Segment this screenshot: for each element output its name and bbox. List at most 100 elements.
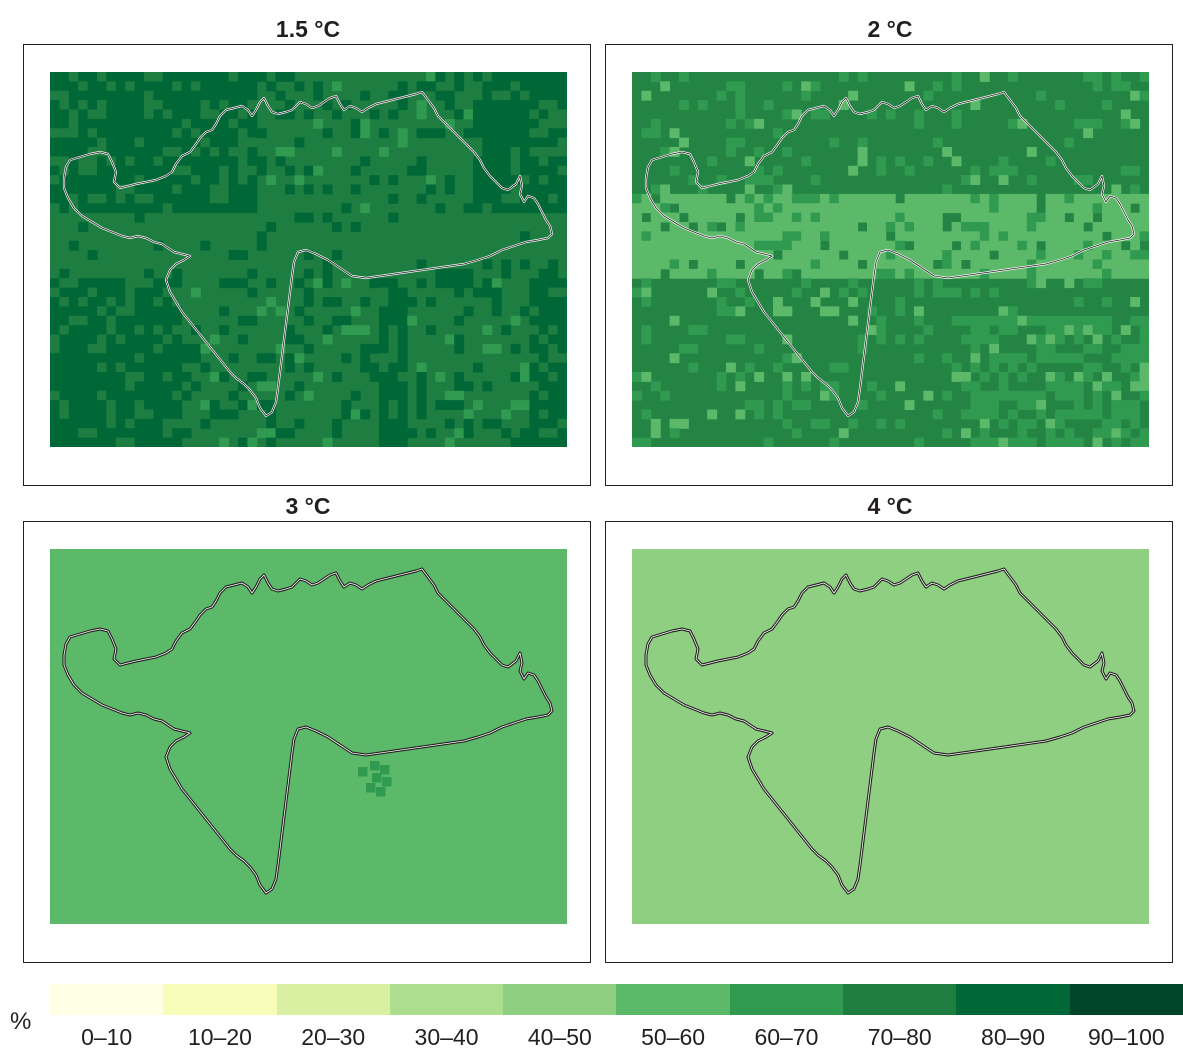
raster-cell xyxy=(360,156,371,167)
raster-cell xyxy=(209,409,220,420)
raster-cell xyxy=(538,372,549,382)
raster-cell xyxy=(660,193,671,204)
raster-cell xyxy=(529,175,540,185)
raster-cell xyxy=(256,128,267,139)
raster-cell xyxy=(810,212,821,223)
raster-cell xyxy=(397,381,408,392)
raster-cell xyxy=(1045,259,1056,270)
raster-cell xyxy=(350,325,361,335)
raster-cell xyxy=(641,287,652,298)
raster-cell xyxy=(848,90,859,101)
raster-cell xyxy=(989,400,1000,410)
raster-cell xyxy=(697,222,708,232)
raster-cell xyxy=(172,175,183,185)
raster-cell xyxy=(501,128,512,139)
raster-cell xyxy=(162,156,173,167)
raster-cell xyxy=(266,175,277,185)
raster-cell xyxy=(59,437,70,447)
raster-cell xyxy=(388,353,399,364)
raster-cell xyxy=(838,240,849,251)
raster-cell xyxy=(810,81,821,92)
raster-cell xyxy=(1017,118,1028,129)
raster-cell xyxy=(857,137,868,148)
raster-cell xyxy=(247,118,258,129)
raster-cell xyxy=(416,156,427,167)
raster-cell xyxy=(87,193,98,204)
raster-cell xyxy=(557,418,567,429)
raster-cell xyxy=(444,100,455,110)
raster-cell xyxy=(294,306,305,317)
raster-cell xyxy=(970,100,981,110)
raster-cell xyxy=(1139,90,1149,101)
raster-cell xyxy=(548,418,559,429)
raster-cell xyxy=(914,278,924,289)
raster-cell xyxy=(360,118,371,129)
raster-cell xyxy=(87,409,98,420)
raster-cell xyxy=(416,372,427,382)
raster-cell xyxy=(200,72,211,82)
raster-cell xyxy=(716,175,727,185)
raster-cell xyxy=(153,381,164,392)
raster-cell xyxy=(801,278,812,289)
raster-cell xyxy=(773,297,783,307)
raster-cell xyxy=(285,428,295,439)
raster-cell xyxy=(416,100,427,110)
raster-cell xyxy=(115,315,126,326)
raster-cell xyxy=(78,222,89,232)
raster-cell xyxy=(134,418,145,429)
raster-cell xyxy=(106,147,117,157)
raster-cell xyxy=(59,278,70,289)
raster-cell xyxy=(219,137,230,148)
raster-cell xyxy=(332,109,342,120)
map-2 xyxy=(632,72,1149,447)
raster-cell xyxy=(1008,165,1018,176)
raster-cell xyxy=(1017,372,1028,382)
raster-cell xyxy=(322,297,333,307)
raster-cell xyxy=(520,175,530,185)
raster-cell xyxy=(810,240,821,251)
raster-cell xyxy=(1055,259,1065,270)
raster-cell xyxy=(1130,353,1141,364)
raster-cell xyxy=(520,128,530,139)
raster-cell xyxy=(68,156,79,167)
raster-cell xyxy=(763,100,774,110)
raster-cell xyxy=(641,222,652,232)
raster-cell xyxy=(848,212,859,223)
raster-cell xyxy=(397,409,408,420)
raster-cell xyxy=(632,231,642,242)
raster-cell xyxy=(669,418,680,429)
raster-cell xyxy=(78,297,89,307)
raster-cell xyxy=(970,390,981,401)
raster-cell xyxy=(557,81,567,92)
raster-cell xyxy=(341,315,352,326)
raster-cell xyxy=(782,231,793,242)
raster-cell xyxy=(115,353,126,364)
raster-cell xyxy=(801,372,812,382)
raster-cell xyxy=(115,325,126,335)
raster-cell xyxy=(763,222,774,232)
raster-cell xyxy=(961,231,971,242)
raster-cell xyxy=(989,212,1000,223)
raster-cell xyxy=(426,72,436,82)
raster-cell xyxy=(782,381,793,392)
raster-cell xyxy=(397,362,408,373)
raster-cell xyxy=(115,203,126,214)
raster-cell xyxy=(697,268,708,279)
raster-cell xyxy=(801,212,812,223)
raster-cell xyxy=(538,278,549,289)
raster-cell xyxy=(1045,334,1056,345)
raster-cell xyxy=(641,203,652,214)
raster-cell xyxy=(1130,268,1141,279)
raster-cell xyxy=(1064,325,1075,335)
raster-cell xyxy=(548,72,559,82)
raster-cell xyxy=(970,343,981,354)
raster-cell xyxy=(303,212,314,223)
raster-cell xyxy=(191,72,201,82)
raster-cell xyxy=(50,343,60,354)
raster-cell xyxy=(707,203,718,214)
raster-cell xyxy=(848,268,859,279)
raster-cell xyxy=(473,193,483,204)
raster-cell xyxy=(1073,400,1084,410)
raster-cell xyxy=(641,231,652,242)
raster-cell xyxy=(1102,250,1112,260)
